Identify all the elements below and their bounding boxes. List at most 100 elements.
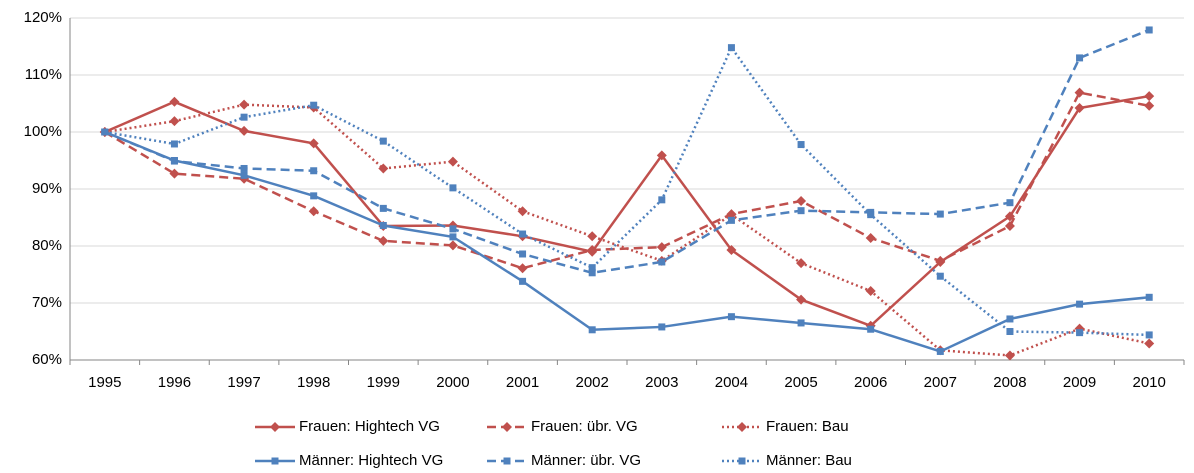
legend-label: Männer: übr. VG: [531, 452, 641, 469]
point: [727, 44, 735, 52]
x-tick-label: 2003: [645, 374, 678, 391]
point: [1074, 87, 1085, 98]
point: [449, 184, 457, 192]
point: [310, 192, 318, 200]
point: [796, 258, 807, 269]
point: [796, 294, 807, 305]
x-tick-label: 2007: [924, 374, 957, 391]
point: [865, 286, 876, 297]
point: [170, 157, 178, 165]
point: [1144, 100, 1155, 111]
point: [1145, 26, 1153, 34]
point: [658, 258, 666, 266]
legend-label: Frauen: Bau: [766, 418, 849, 435]
point: [240, 113, 248, 121]
x-tick-label: 2006: [854, 374, 887, 391]
point: [169, 168, 180, 179]
point: [797, 207, 805, 215]
point: [867, 211, 875, 219]
point: [656, 150, 667, 161]
series-line: [104, 94, 1150, 328]
point: [1006, 328, 1014, 335]
y-tick-label: 90%: [32, 180, 62, 197]
legend-marker: [270, 422, 280, 432]
point: [935, 255, 946, 266]
legend-marker: [503, 457, 511, 465]
x-tick-label: 2004: [715, 374, 748, 391]
y-tick-label: 60%: [32, 351, 62, 368]
legend-marker: [737, 422, 747, 432]
point: [308, 138, 319, 149]
point: [726, 244, 737, 255]
legend-label: Männer: Hightech VG: [299, 452, 443, 469]
point: [239, 125, 250, 136]
point: [169, 96, 180, 107]
point: [588, 326, 596, 334]
point: [1145, 293, 1153, 301]
point: [170, 140, 178, 148]
point: [936, 210, 944, 218]
point: [1144, 338, 1155, 349]
point: [379, 221, 387, 229]
point: [517, 263, 528, 274]
point: [517, 206, 528, 217]
point: [447, 240, 458, 251]
point: [1076, 54, 1084, 62]
point: [239, 99, 250, 110]
x-tick-label: 2002: [576, 374, 609, 391]
x-tick-label: 1999: [367, 374, 400, 391]
point: [797, 319, 805, 327]
series-line: [104, 28, 1150, 275]
point: [449, 225, 457, 233]
point: [240, 171, 248, 179]
point: [867, 325, 875, 333]
point: [936, 272, 944, 280]
x-tick-label: 2005: [784, 374, 817, 391]
legend-label: Frauen: Hightech VG: [299, 418, 440, 435]
point: [379, 204, 387, 212]
point: [1145, 331, 1153, 339]
point: [1006, 315, 1014, 323]
series-line: [104, 103, 1150, 357]
point: [656, 242, 667, 253]
point: [519, 230, 527, 238]
point: [1076, 329, 1084, 337]
legend-label: Frauen: übr. VG: [531, 418, 638, 435]
point: [588, 269, 596, 277]
x-tick-label: 2009: [1063, 374, 1096, 391]
point: [240, 164, 248, 172]
x-tick-label: 2000: [436, 374, 469, 391]
legend-marker: [271, 457, 279, 465]
point: [1006, 199, 1014, 207]
legend-marker: [738, 457, 746, 465]
x-tick-label: 2008: [993, 374, 1026, 391]
x-tick-label: 2010: [1133, 374, 1166, 391]
point: [310, 101, 318, 109]
point: [658, 323, 666, 331]
point: [1144, 91, 1155, 102]
point: [169, 116, 180, 127]
point: [101, 128, 109, 136]
x-tick-label: 1998: [297, 374, 330, 391]
x-tick-label: 2001: [506, 374, 539, 391]
y-tick-label: 110%: [25, 66, 62, 83]
point: [727, 313, 735, 321]
point: [658, 196, 666, 204]
point: [447, 156, 458, 167]
point: [797, 141, 805, 149]
x-tick-label: 1996: [158, 374, 191, 391]
y-tick-label: 70%: [32, 294, 62, 311]
series-line: [104, 45, 1150, 337]
point: [1074, 103, 1085, 114]
point: [1076, 300, 1084, 308]
y-tick-label: 80%: [32, 237, 62, 254]
x-tick-label: 1995: [88, 374, 121, 391]
point: [727, 216, 735, 224]
point: [865, 233, 876, 244]
point: [1004, 221, 1015, 232]
point: [519, 250, 527, 258]
point: [310, 167, 318, 175]
point: [587, 231, 598, 242]
point: [796, 195, 807, 206]
